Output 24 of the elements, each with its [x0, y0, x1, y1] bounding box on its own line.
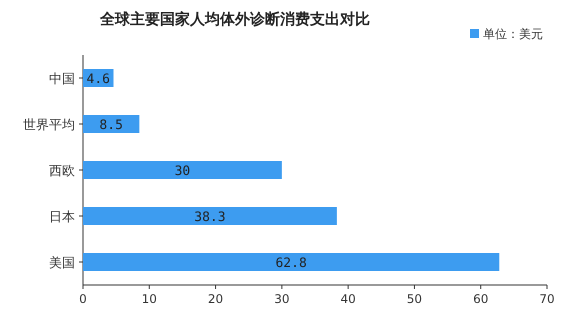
x-tick-label: 0: [79, 292, 87, 306]
y-tick-label: 西欧: [49, 164, 75, 179]
bar: [83, 207, 337, 225]
x-tick-label: 60: [473, 292, 488, 306]
y-tick-label: 世界平均: [23, 118, 75, 133]
data-label: 4.6: [86, 72, 110, 87]
data-label: 38.3: [194, 210, 226, 225]
x-tick-label: 10: [142, 292, 157, 306]
bar: [83, 253, 500, 271]
x-tick-label: 20: [208, 292, 224, 306]
x-tick-label: 70: [539, 292, 555, 306]
data-label: 8.5: [99, 118, 123, 133]
bar: [83, 161, 282, 179]
data-label: 30: [174, 164, 190, 179]
y-tick-label: 美国: [49, 255, 75, 271]
x-tick-label: 40: [340, 292, 356, 306]
x-tick-label: 30: [274, 292, 290, 306]
y-tick-label: 日本: [49, 210, 75, 225]
chart-title: 全球主要国家人均体外诊断消费支出对比: [99, 10, 370, 28]
data-label: 62.8: [275, 256, 307, 271]
x-tick-label: 50: [406, 292, 422, 306]
legend-label: 单位：美元: [483, 27, 543, 41]
y-tick-label: 中国: [49, 72, 75, 87]
bar: [83, 115, 140, 133]
